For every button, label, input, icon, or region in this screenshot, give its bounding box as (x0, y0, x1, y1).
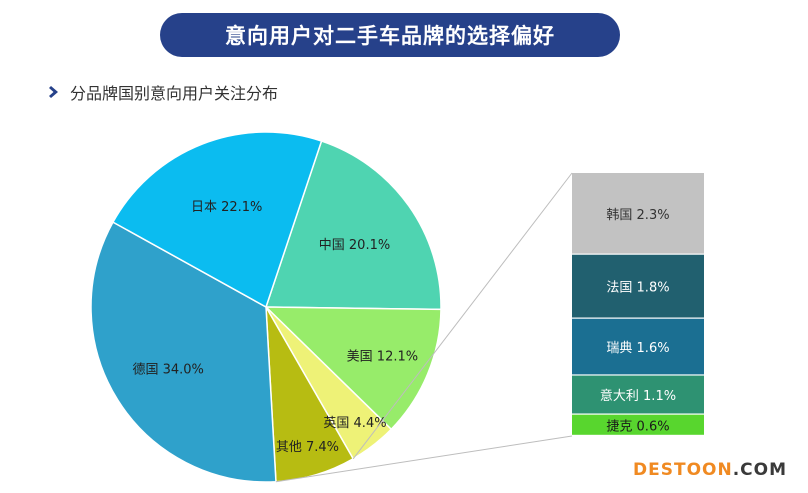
breakdown-segment (572, 254, 704, 318)
pie-slice-label: 日本 22.1% (191, 200, 262, 215)
watermark-suffix: .COM (732, 460, 788, 480)
section-subtitle: 分品牌国别意向用户关注分布 (48, 80, 278, 104)
subtitle-text: 分品牌国别意向用户关注分布 (70, 84, 279, 103)
chevron-right-icon (49, 86, 58, 98)
chart-title: 意向用户对二手车品牌的选择偏好 (225, 24, 555, 48)
breakdown-segment (572, 414, 704, 435)
connector-line-bottom (275, 435, 573, 483)
pie-slice-label: 中国 20.1% (319, 238, 390, 253)
pie-slice (264, 140, 442, 311)
pie-slice (111, 131, 323, 309)
connector-line-top (352, 172, 573, 460)
breakdown-segment (572, 173, 704, 254)
breakdown-segment-label: 意大利 1.1% (600, 388, 676, 404)
pie-slice-label: 英国 4.4% (323, 416, 386, 431)
breakdown-segment-label: 法国 1.8% (606, 281, 669, 296)
chart-title-banner: 意向用户对二手车品牌的选择偏好 (160, 13, 620, 57)
pie-slice (264, 306, 442, 431)
pie-slice-label: 德国 34.0% (132, 362, 203, 377)
watermark: DESTOON .COM (633, 460, 787, 482)
breakdown-segment-label: 捷克 0.6% (606, 419, 669, 434)
watermark-main: DESTOON (633, 460, 733, 480)
pie-slice-label: 美国 12.1% (347, 349, 418, 364)
pie-slice-label: 其他 7.4% (276, 440, 339, 455)
breakdown-segment (572, 375, 704, 414)
breakdown-segment-label: 韩国 2.3% (606, 208, 669, 223)
breakdown-segment (572, 318, 704, 375)
breakdown-segment-label: 瑞典 1.6% (606, 341, 669, 356)
